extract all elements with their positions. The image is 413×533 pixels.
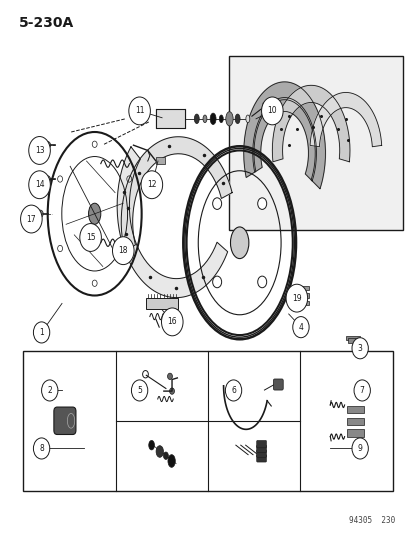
Ellipse shape bbox=[210, 113, 216, 125]
Text: 12: 12 bbox=[147, 180, 156, 189]
Ellipse shape bbox=[219, 115, 223, 123]
Circle shape bbox=[41, 380, 58, 401]
Text: 3: 3 bbox=[357, 344, 362, 353]
Ellipse shape bbox=[194, 114, 199, 124]
Text: 9: 9 bbox=[357, 444, 362, 453]
Text: 13: 13 bbox=[35, 146, 44, 155]
Circle shape bbox=[33, 322, 50, 343]
Ellipse shape bbox=[88, 203, 100, 224]
Ellipse shape bbox=[168, 455, 175, 467]
Text: 10: 10 bbox=[267, 107, 276, 116]
Circle shape bbox=[167, 373, 172, 379]
Circle shape bbox=[80, 223, 101, 252]
Bar bbox=[346, 418, 363, 425]
FancyBboxPatch shape bbox=[256, 445, 266, 453]
Circle shape bbox=[28, 171, 50, 199]
Text: 14: 14 bbox=[35, 180, 44, 189]
Circle shape bbox=[212, 198, 221, 209]
Circle shape bbox=[285, 284, 307, 312]
Text: 94305  230: 94305 230 bbox=[348, 516, 394, 525]
Circle shape bbox=[169, 388, 174, 394]
Ellipse shape bbox=[245, 115, 249, 123]
Circle shape bbox=[261, 97, 282, 125]
Bar bbox=[23, 351, 392, 491]
Circle shape bbox=[28, 136, 50, 164]
Circle shape bbox=[45, 176, 50, 183]
Ellipse shape bbox=[163, 452, 168, 459]
Text: 15: 15 bbox=[85, 233, 95, 242]
Circle shape bbox=[112, 237, 134, 264]
Bar bbox=[156, 157, 164, 164]
Circle shape bbox=[33, 438, 50, 459]
Bar bbox=[347, 338, 361, 343]
Polygon shape bbox=[252, 98, 316, 181]
Bar bbox=[345, 336, 359, 341]
FancyBboxPatch shape bbox=[54, 407, 76, 434]
Circle shape bbox=[161, 308, 183, 336]
Polygon shape bbox=[121, 137, 232, 251]
Circle shape bbox=[225, 380, 241, 401]
Circle shape bbox=[292, 317, 309, 338]
Ellipse shape bbox=[225, 112, 233, 126]
Bar bbox=[296, 286, 309, 290]
FancyBboxPatch shape bbox=[256, 450, 266, 457]
Circle shape bbox=[257, 276, 266, 288]
Circle shape bbox=[131, 380, 147, 401]
Ellipse shape bbox=[156, 446, 163, 457]
FancyBboxPatch shape bbox=[256, 455, 266, 462]
FancyBboxPatch shape bbox=[273, 379, 282, 390]
Text: 7: 7 bbox=[359, 386, 364, 395]
Bar bbox=[156, 109, 184, 128]
Text: 16: 16 bbox=[167, 317, 177, 326]
Text: 6: 6 bbox=[230, 386, 235, 395]
Text: 5-230A: 5-230A bbox=[19, 16, 74, 30]
Circle shape bbox=[351, 338, 368, 359]
Text: 5: 5 bbox=[137, 386, 142, 395]
Text: 2: 2 bbox=[47, 386, 52, 395]
Circle shape bbox=[351, 438, 368, 459]
Bar bbox=[296, 293, 309, 297]
Bar bbox=[229, 55, 402, 230]
Circle shape bbox=[38, 210, 43, 217]
Text: 4: 4 bbox=[298, 322, 303, 332]
Polygon shape bbox=[272, 85, 349, 162]
Circle shape bbox=[212, 276, 221, 288]
Bar bbox=[346, 406, 363, 414]
Circle shape bbox=[45, 141, 50, 149]
Bar bbox=[296, 301, 309, 305]
Polygon shape bbox=[243, 82, 325, 189]
Ellipse shape bbox=[230, 227, 248, 259]
Text: 18: 18 bbox=[118, 246, 128, 255]
Circle shape bbox=[353, 380, 370, 401]
Ellipse shape bbox=[148, 440, 154, 450]
Ellipse shape bbox=[235, 114, 240, 124]
Text: 11: 11 bbox=[135, 107, 144, 116]
Polygon shape bbox=[117, 147, 227, 297]
Circle shape bbox=[141, 171, 162, 199]
Circle shape bbox=[257, 198, 266, 209]
FancyBboxPatch shape bbox=[256, 440, 266, 448]
Circle shape bbox=[128, 97, 150, 125]
Ellipse shape bbox=[202, 115, 206, 123]
Text: 8: 8 bbox=[39, 444, 44, 453]
Text: 17: 17 bbox=[26, 214, 36, 223]
Text: 1: 1 bbox=[39, 328, 44, 337]
Bar bbox=[346, 429, 363, 437]
Polygon shape bbox=[309, 92, 381, 147]
Bar bbox=[145, 298, 178, 309]
Text: 19: 19 bbox=[291, 294, 301, 303]
Circle shape bbox=[21, 205, 42, 233]
